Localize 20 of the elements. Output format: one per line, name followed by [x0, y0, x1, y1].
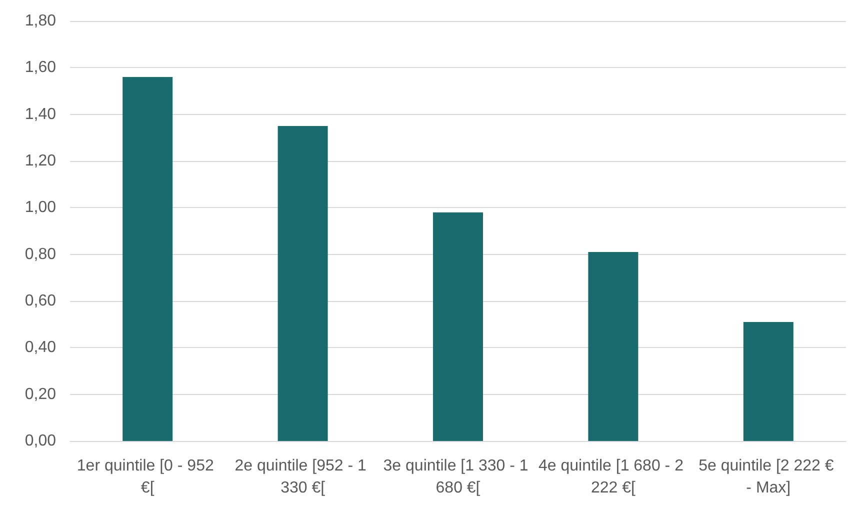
bar — [588, 252, 638, 441]
y-tick-label: 1,80 — [24, 12, 56, 30]
bar — [743, 322, 794, 441]
bar — [433, 212, 483, 441]
bar — [122, 77, 173, 441]
x-tick-label: 2e quintile [952 - 1 330 €[ — [234, 458, 371, 496]
y-tick-label: 0,20 — [24, 386, 56, 403]
y-tick-label: 1,60 — [24, 59, 56, 76]
y-tick-label: 0,80 — [24, 246, 56, 263]
bar — [278, 126, 328, 441]
x-tick-label: 1er quintile [0 - 952 €[ — [76, 458, 218, 496]
x-tick-label: 5e quintile [2 222 € - Max] — [698, 458, 838, 496]
y-tick-label: 0,40 — [24, 339, 56, 356]
y-tick-label: 0,60 — [24, 292, 56, 310]
x-tick-label: 3e quintile [1 330 - 1 680 €[ — [383, 458, 533, 496]
x-tick-label: 4e quintile [1 680 - 2 222 €[ — [538, 458, 688, 496]
y-tick-label: 0,00 — [24, 432, 56, 450]
y-tick-label: 1,20 — [24, 152, 56, 170]
y-tick-label: 1,40 — [24, 106, 56, 123]
y-tick-label: 1,00 — [24, 199, 56, 216]
